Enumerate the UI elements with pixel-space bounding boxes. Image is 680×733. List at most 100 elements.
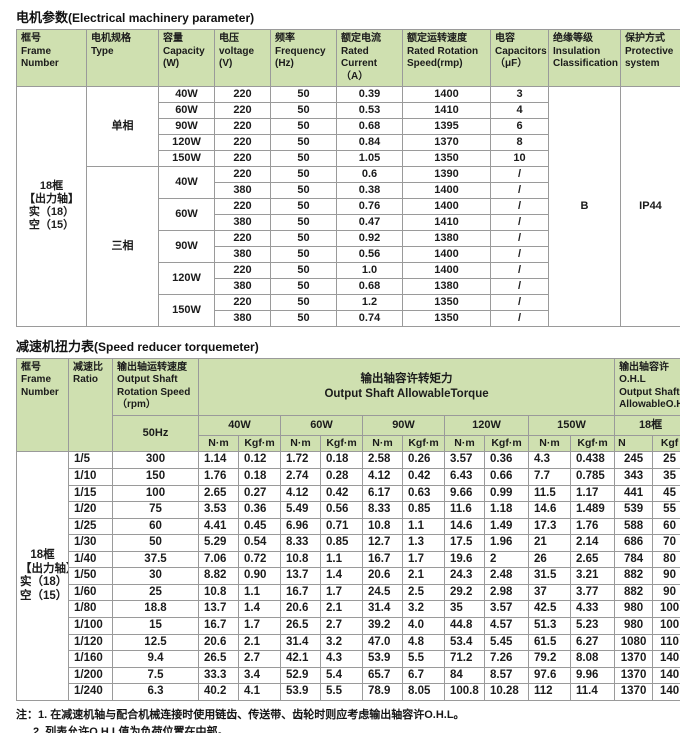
th2-unit-90w-nm: N·m xyxy=(362,435,403,453)
torque-150w-nm-cell: 7.7 xyxy=(528,467,571,486)
ohl-n-cell: 343 xyxy=(614,467,654,486)
th-frame-number-en2: Number xyxy=(21,58,59,69)
torque-90w-nm-cell: 16.7 xyxy=(362,550,403,569)
phase-type-single: 单相 xyxy=(86,86,159,167)
capacitor-cell: / xyxy=(490,197,549,215)
torque-150w-nm-cell: 26 xyxy=(528,550,571,569)
th2-unit-120w-kgfm: Kgf·m xyxy=(484,435,529,453)
rpm-cell: 15 xyxy=(112,617,199,635)
capacitor-cell: 4 xyxy=(490,101,549,119)
torque-60w-nm-cell: 16.7 xyxy=(280,583,321,602)
table-row: 1/160 9.4 26.5 2.7 42.1 4.3 53.9 5.5 71.2 7.26 79.… xyxy=(17,650,680,668)
torque-120w-nm-cell: 53.4 xyxy=(444,633,485,652)
torque-40w-kgfm-cell: 0.72 xyxy=(238,550,281,569)
th-protective-en2: system xyxy=(625,58,660,69)
th-rated-current-en1: Rated xyxy=(341,45,369,57)
torque-60w-nm-cell: 2.74 xyxy=(280,467,321,486)
torque-120w-nm-cell: 6.43 xyxy=(444,467,485,486)
torque-120w-nm-cell: 44.8 xyxy=(444,617,485,635)
torque-150w-nm-cell: 37 xyxy=(528,583,571,602)
table2-body: 18框【出力轴】实（18）空（15）1/53001.140.121.720.18… xyxy=(16,451,680,701)
frequency-cell: 50 xyxy=(270,86,337,103)
th-capacitors-zh: 电容 xyxy=(495,33,515,44)
ratio-cell: 1/20 xyxy=(68,501,113,519)
rated-speed-cell: 1410 xyxy=(402,101,491,119)
ratio-cell: 1/100 xyxy=(68,617,113,635)
ohl-n-cell: 882 xyxy=(614,567,654,585)
torque-40w-kgfm-cell: 2.7 xyxy=(238,650,281,668)
torque-120w-nm-cell: 71.2 xyxy=(444,650,485,668)
torque-60w-nm-cell: 26.5 xyxy=(280,617,321,635)
rpm-cell: 37.5 xyxy=(112,550,199,569)
table-row: 1/15 100 2.65 0.27 4.12 0.42 6.17 0.63 9.66 0.99 1… xyxy=(17,484,680,503)
protective-value-cell: IP44 xyxy=(620,86,680,327)
th-type-en1: Type xyxy=(91,45,114,57)
torque-40w-kgfm-cell: 3.4 xyxy=(238,666,281,685)
torque-90w-nm-cell: 39.2 xyxy=(362,617,403,635)
th2-frame-zh: 框号 xyxy=(21,361,41,373)
torque-60w-kgfm-cell: 2.1 xyxy=(320,600,363,619)
th-rated-rotation-speed: 额定运转速度 Rated Rotation Speed(rmp) xyxy=(402,29,491,87)
rated-speed-cell: 1400 xyxy=(402,181,491,199)
rated-speed-cell: 1410 xyxy=(402,213,491,231)
th-capacity: 容量 Capacity (W) xyxy=(158,29,215,87)
th2-torque-zh: 输出轴容许转矩力 xyxy=(360,373,453,386)
th-rated-rotation-speed-en1: Rated Rotation xyxy=(407,45,479,57)
torque-90w-nm-cell: 20.6 xyxy=(362,567,403,585)
torque-120w-nm-cell: 84 xyxy=(444,666,485,685)
ratio-cell: 1/50 xyxy=(68,567,113,585)
th2-unit-90w-kgfm: Kgf·m xyxy=(402,435,445,453)
th-rated-current: 额定电流 Rated Current （A） xyxy=(336,29,403,87)
torque-40w-kgfm-cell: 0.36 xyxy=(238,501,281,519)
capacitor-cell: / xyxy=(490,213,549,231)
ohl-kgf-cell: 55 xyxy=(652,501,680,519)
torque-150w-nm-cell: 17.3 xyxy=(528,517,571,536)
torque-120w-nm-cell: 29.2 xyxy=(444,583,485,602)
frequency-cell: 50 xyxy=(270,245,337,263)
frequency-cell: 50 xyxy=(270,181,337,199)
torque-90w-kgfm-cell: 8.05 xyxy=(402,683,445,701)
torque-150w-nm-cell: 21 xyxy=(528,534,571,552)
rated-current-cell: 0.68 xyxy=(336,277,403,295)
torque-120w-kgfm-cell: 0.36 xyxy=(484,451,529,469)
torque-60w-kgfm-cell: 4.3 xyxy=(320,650,363,668)
th2-unit-40w-kgfm: Kgf·m xyxy=(238,435,281,453)
torque-90w-kgfm-cell: 1.1 xyxy=(402,517,445,536)
torque-120w-kgfm-cell: 7.26 xyxy=(484,650,529,668)
torque-40w-nm-cell: 13.7 xyxy=(198,600,239,619)
rpm-cell: 6.3 xyxy=(112,683,199,701)
frame-label-line: 【出力轴】 xyxy=(20,562,68,575)
torque-40w-nm-cell: 26.5 xyxy=(198,650,239,668)
th-frame-number-zh: 框号 xyxy=(21,33,41,44)
ratio-cell: 1/60 xyxy=(68,583,113,602)
rpm-cell: 300 xyxy=(112,451,199,469)
torque-90w-nm-cell: 78.9 xyxy=(362,683,403,701)
torque-90w-nm-cell: 2.58 xyxy=(362,451,403,469)
torque-120w-kgfm-cell: 1.18 xyxy=(484,501,529,519)
torque-150w-nm-cell: 51.3 xyxy=(528,617,571,635)
th2-power-90w: 90W xyxy=(362,414,445,437)
torque-40w-nm-cell: 16.7 xyxy=(198,617,239,635)
voltage-cell: 220 xyxy=(214,261,271,279)
frame-label-line: 18框 xyxy=(39,180,64,193)
ohl-kgf-cell: 80 xyxy=(652,550,680,569)
ohl-kgf-cell: 140 xyxy=(652,683,680,701)
torque-40w-nm-cell: 10.8 xyxy=(198,583,239,602)
table-row: 1/50 30 8.82 0.90 13.7 1.4 20.6 2.1 24.3 2.48 31.5… xyxy=(17,567,680,585)
th-frame-number-en1: Frame xyxy=(21,45,52,57)
torque-90w-nm-cell: 24.5 xyxy=(362,583,403,602)
th-frame-number: 框号 Frame Number xyxy=(16,29,87,87)
table-row: 60W 220 50 0.53 1410 4 xyxy=(17,101,680,119)
frequency-cell: 50 xyxy=(270,229,337,247)
ohl-n-cell: 980 xyxy=(614,600,654,619)
ohl-n-cell: 1370 xyxy=(614,666,654,685)
table2-title-zh: 减速机扭力表 xyxy=(16,338,95,354)
torque-60w-nm-cell: 4.12 xyxy=(280,484,321,503)
torque-40w-kgfm-cell: 2.1 xyxy=(238,633,281,652)
torque-90w-kgfm-cell: 0.42 xyxy=(402,467,445,486)
voltage-cell: 220 xyxy=(214,293,271,311)
ohl-n-cell: 245 xyxy=(614,451,654,469)
frame-label-line: 【出力轴】 xyxy=(24,193,79,206)
ohl-n-cell: 882 xyxy=(614,583,654,602)
capacitor-cell: 10 xyxy=(490,149,549,167)
